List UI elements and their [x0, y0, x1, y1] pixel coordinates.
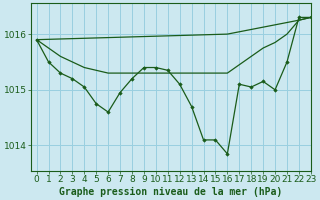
- X-axis label: Graphe pression niveau de la mer (hPa): Graphe pression niveau de la mer (hPa): [59, 186, 282, 197]
